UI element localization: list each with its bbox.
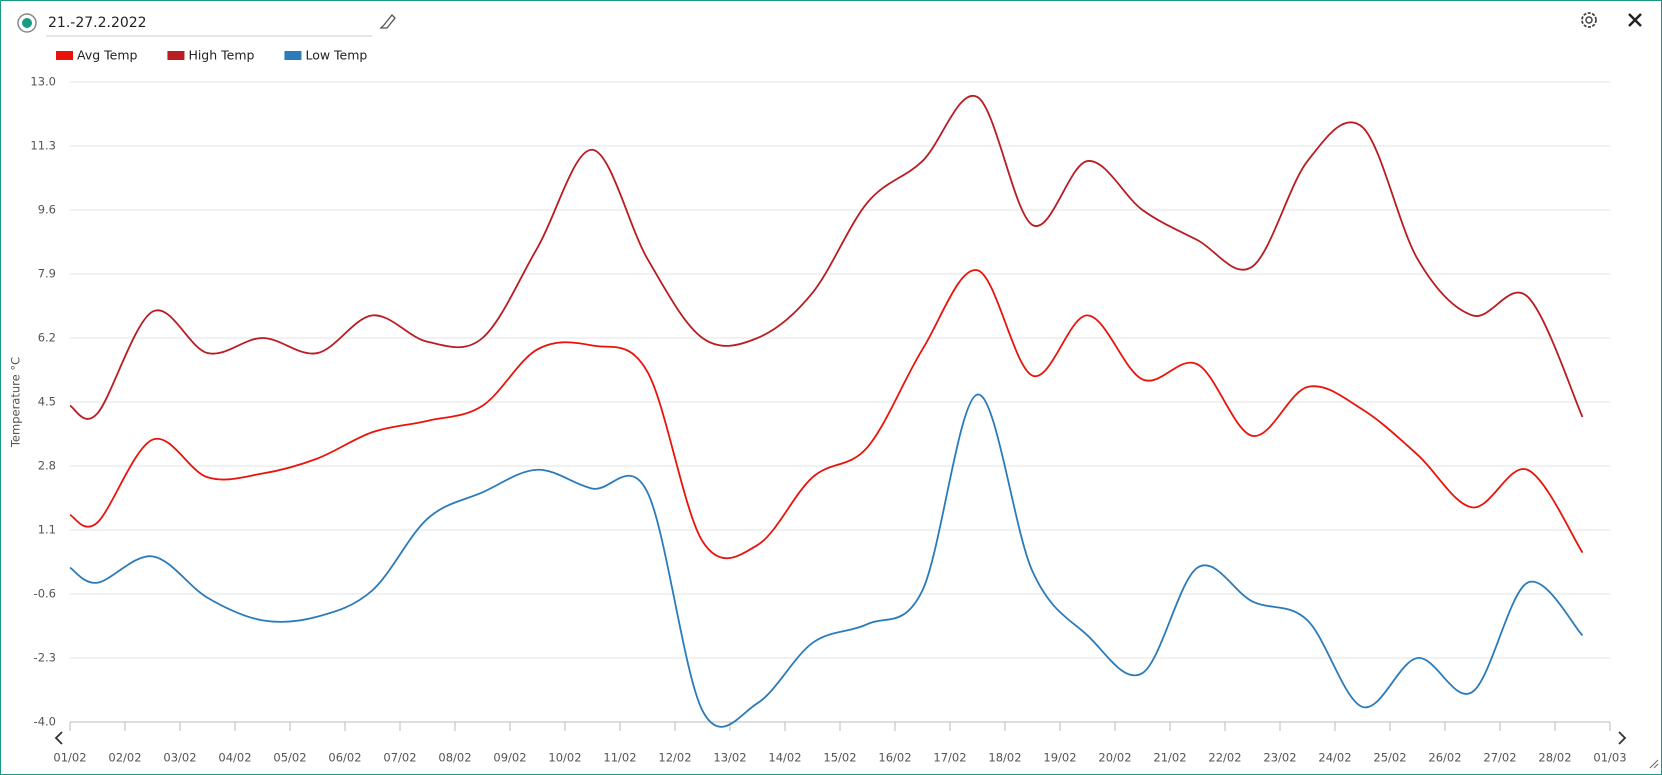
edit-button[interactable] [379, 14, 396, 29]
prev-button[interactable] [54, 731, 63, 745]
y-tick-label: 9.6 [38, 203, 56, 217]
x-tick-label: 16/02 [878, 751, 911, 765]
x-tick-label: 18/02 [988, 751, 1021, 765]
x-tick-label: 05/02 [273, 751, 306, 765]
settings-button[interactable] [1581, 12, 1597, 28]
status-dot [22, 18, 32, 28]
x-tick-label: 01/03 [1593, 751, 1626, 765]
x-tick-label: 26/02 [1428, 751, 1461, 765]
legend-swatch [167, 51, 185, 60]
x-tick-label: 08/02 [438, 751, 471, 765]
x-tick-label: 23/02 [1263, 751, 1296, 765]
x-tick-label: 28/02 [1538, 751, 1571, 765]
x-tick-label: 01/02 [53, 751, 86, 765]
resize-handle[interactable] [1649, 759, 1659, 769]
x-tick-label: 03/02 [163, 751, 196, 765]
y-tick-label: -0.6 [34, 587, 56, 601]
legend-swatch [284, 51, 302, 60]
series-line [69, 393, 1584, 728]
x-tick-label: 21/02 [1153, 751, 1186, 765]
x-tick-label: 27/02 [1483, 751, 1516, 765]
legend-swatch [56, 51, 73, 60]
legend-label: High Temp [188, 48, 254, 63]
x-tick-label: 13/02 [713, 751, 746, 765]
y-tick-label: 7.9 [38, 267, 56, 281]
y-tick-label: 1.1 [38, 523, 56, 537]
y-tick-label: 6.2 [38, 331, 56, 345]
legend-label: Low Temp [305, 48, 367, 63]
series-line [69, 94, 1584, 420]
x-tick-label: 07/02 [383, 751, 416, 765]
legend-label: Avg Temp [77, 48, 138, 63]
close-button[interactable] [1628, 13, 1642, 27]
x-tick-label: 14/02 [768, 751, 801, 765]
series-line [69, 269, 1584, 560]
x-tick-label: 09/02 [493, 751, 526, 765]
x-tick-label: 15/02 [823, 751, 856, 765]
x-tick-label: 25/02 [1373, 751, 1406, 765]
y-tick-label: 11.3 [30, 139, 56, 153]
x-tick-label: 24/02 [1318, 751, 1351, 765]
x-tick-label: 11/02 [603, 751, 636, 765]
y-tick-label: 13.0 [30, 75, 56, 89]
x-tick-label: 22/02 [1208, 751, 1241, 765]
x-tick-label: 10/02 [548, 751, 581, 765]
x-tick-label: 04/02 [218, 751, 251, 765]
x-tick-label: 19/02 [1043, 751, 1076, 765]
x-tick-label: 06/02 [328, 751, 361, 765]
x-tick-label: 20/02 [1098, 751, 1131, 765]
y-axis-label: Temperature °C [9, 357, 23, 448]
x-tick-label: 02/02 [108, 751, 141, 765]
y-tick-label: -2.3 [34, 651, 56, 665]
x-tick-label: 12/02 [658, 751, 691, 765]
y-tick-label: -4.0 [34, 715, 56, 729]
y-tick-label: 4.5 [38, 395, 56, 409]
x-tick-label: 17/02 [933, 751, 966, 765]
status-ring [17, 13, 37, 33]
next-button[interactable] [1618, 731, 1627, 745]
y-tick-label: 2.8 [38, 459, 56, 473]
chart-title: 21.-27.2.2022 [48, 15, 147, 31]
